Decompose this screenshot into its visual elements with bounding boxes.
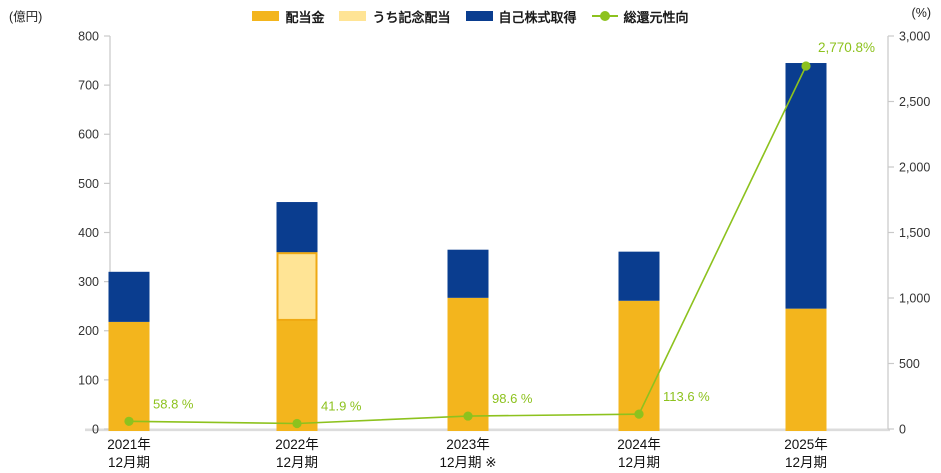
commemorative-dividend-swatch-icon: [339, 11, 367, 21]
dividend-swatch-icon: [252, 11, 280, 21]
legend-label-commemorative-dividend: うち記念配当: [372, 9, 451, 25]
legend-label-dividend: 配当金: [285, 9, 325, 25]
bar-share-buyback: [785, 63, 827, 309]
right-axis-unit-label: (%): [911, 6, 931, 20]
left-axis-tick-label: 600: [78, 128, 99, 142]
chart-legend: 配当金 うち記念配当 自己株式取得 総還元性向: [0, 6, 941, 26]
total-return-ratio-value-label: 41.9 %: [321, 399, 362, 414]
x-axis-category-label-year: 2024年: [617, 437, 661, 452]
share-buyback-swatch-icon: [465, 11, 493, 21]
bar-share-buyback: [276, 202, 318, 253]
total-return-ratio-point: [634, 409, 644, 419]
total-return-ratio-line-marker-icon: [591, 11, 618, 21]
x-axis-category-label-period: 12月期 ※: [439, 455, 496, 470]
legend-item-dividend: 配当金: [252, 7, 324, 26]
left-axis-tick-label: 400: [78, 226, 99, 240]
total-return-ratio-value-label: 58.8 %: [153, 396, 194, 411]
bar-share-buyback: [108, 271, 150, 322]
x-axis-category-label-period: 12月期: [108, 455, 150, 470]
bar-share-buyback: [447, 249, 489, 298]
right-axis-tick-label: 500: [899, 357, 920, 371]
bar-dividend: [108, 321, 150, 431]
x-axis-category-label-period: 12月期: [785, 455, 827, 470]
right-axis-tick-label: 2,500: [899, 95, 930, 109]
x-axis-category-label-period: 12月期: [618, 455, 660, 470]
left-axis-tick-label: 300: [78, 275, 99, 289]
left-axis-tick-label: 200: [78, 324, 99, 338]
legend-label-total-return-ratio: 総還元性向: [623, 9, 689, 25]
bar-dividend: [447, 297, 489, 431]
x-axis-category-label-year: 2025年: [784, 437, 828, 452]
total-return-ratio-point: [801, 61, 811, 71]
left-axis-tick-label: 0: [92, 422, 99, 436]
legend-item-commemorative-dividend: うち記念配当: [339, 7, 451, 26]
legend-item-total-return-ratio: 総還元性向: [591, 7, 689, 26]
legend-label-share-buyback: 自己株式取得: [498, 9, 577, 25]
total-return-ratio-value-label: 113.6 %: [663, 389, 710, 404]
total-return-ratio-point: [292, 418, 302, 429]
left-axis-tick-label: 800: [78, 29, 99, 43]
legend-item-share-buyback: 自己株式取得: [465, 7, 577, 26]
right-axis-tick-label: 1,000: [899, 291, 930, 305]
total-return-ratio-point: [463, 411, 473, 421]
right-axis-tick-label: 1,500: [899, 226, 930, 240]
bar-dividend: [785, 308, 827, 431]
x-axis-category-label-year: 2023年: [446, 437, 490, 452]
right-axis-tick-label: 3,000: [899, 29, 930, 43]
bar-share-buyback: [618, 251, 660, 301]
total-return-ratio-point: [124, 416, 134, 426]
total-return-ratio-value-label: 2,770.8%: [818, 40, 875, 55]
x-axis-category-label-period: 12月期: [276, 455, 318, 470]
bar-commemorative-dividend: [276, 252, 318, 321]
right-axis-tick-label: 0: [899, 422, 906, 436]
left-axis-tick-label: 500: [78, 177, 99, 191]
left-axis-tick-label: 700: [78, 79, 99, 93]
right-axis-tick-label: 2,000: [899, 160, 930, 174]
bar-dividend: [618, 300, 660, 431]
total-return-ratio-value-label: 98.6 %: [492, 391, 533, 406]
left-axis-unit-label: (億円): [9, 10, 43, 24]
x-axis-category-label-year: 2021年: [107, 437, 151, 452]
left-axis-tick-label: 100: [78, 373, 99, 387]
x-axis-category-label-year: 2022年: [275, 437, 319, 452]
